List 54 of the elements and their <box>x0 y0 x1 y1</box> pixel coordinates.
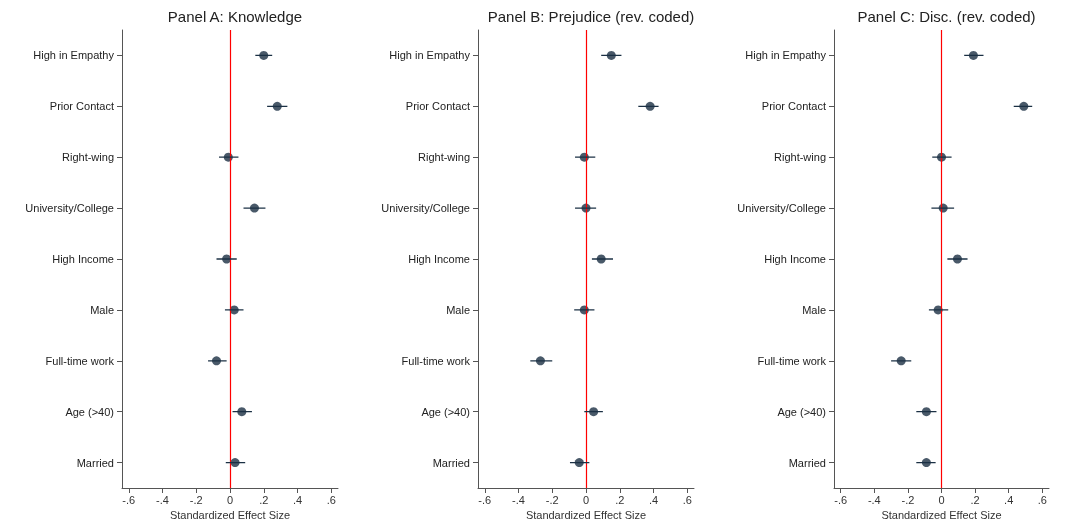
y-tick-label: Age (>40) <box>65 405 114 418</box>
y-tick-label: Married <box>788 456 826 469</box>
x-tick-label: -.2 <box>901 493 915 506</box>
x-tick-label: .4 <box>1004 493 1014 506</box>
y-tick-label: Age (>40) <box>421 405 470 418</box>
x-tick-label: -.2 <box>189 493 203 506</box>
y-tick-label: Prior Contact <box>49 100 114 113</box>
x-tick-label: 0 <box>938 493 945 506</box>
y-tick-label: University/College <box>737 202 826 215</box>
x-tick-label: -.4 <box>156 493 169 506</box>
x-axis-title: Standardized Effect Size <box>525 509 647 522</box>
y-tick-label: High in Empathy <box>33 49 115 62</box>
x-tick-label: .6 <box>682 493 692 506</box>
x-tick-label: .2 <box>970 493 980 506</box>
x-tick-label: .2 <box>259 493 269 506</box>
y-tick-label: Male <box>446 303 470 316</box>
y-tick-label: Married <box>432 456 470 469</box>
y-tick-label: Full-time work <box>757 354 827 367</box>
y-tick-label: Full-time work <box>45 354 115 367</box>
y-tick-label: Age (>40) <box>777 405 826 418</box>
x-tick-label: -.4 <box>512 493 525 506</box>
x-tick-label: -.6 <box>834 493 848 506</box>
y-tick-label: High Income <box>764 253 826 265</box>
x-tick-label: .2 <box>615 493 625 506</box>
x-tick-label: .4 <box>648 493 659 506</box>
x-tick-label: 0 <box>582 493 590 506</box>
y-tick-label: University/College <box>25 202 114 215</box>
y-tick-label: Male <box>802 303 826 316</box>
x-tick-label: -.6 <box>122 493 136 506</box>
x-axis-title: Standardized Effect Size <box>169 509 291 522</box>
chart-title: Panel C: Disc. (rev. coded) <box>857 8 1036 25</box>
y-tick-label: Right-wing <box>62 151 114 164</box>
y-tick-label: Right-wing <box>774 151 826 164</box>
x-tick-label: -.4 <box>867 493 881 506</box>
y-tick-label: High Income <box>408 253 470 265</box>
y-tick-label: Prior Contact <box>761 100 826 113</box>
x-tick-label: 0 <box>226 493 234 506</box>
x-tick-label: .6 <box>326 493 336 506</box>
y-tick-label: Married <box>76 456 114 469</box>
y-tick-label: Male <box>90 303 114 316</box>
y-tick-label: High Income <box>52 253 114 265</box>
y-tick-label: Prior Contact <box>405 100 470 113</box>
x-tick-label: -.6 <box>478 493 492 506</box>
chart-title: Panel B: Prejudice (rev. coded) <box>487 8 695 25</box>
x-tick-label: -.2 <box>545 493 559 506</box>
y-tick-label: University/College <box>381 202 470 215</box>
x-tick-label: .4 <box>292 493 303 506</box>
x-tick-label: .6 <box>1037 493 1047 506</box>
x-axis-title: Standardized Effect Size <box>881 509 1002 522</box>
y-tick-label: High in Empathy <box>389 49 471 62</box>
y-tick-label: Full-time work <box>401 354 471 367</box>
chart-title: Panel A: Knowledge <box>167 8 303 25</box>
y-tick-label: Right-wing <box>418 151 470 164</box>
y-tick-label: High in Empathy <box>745 49 827 62</box>
